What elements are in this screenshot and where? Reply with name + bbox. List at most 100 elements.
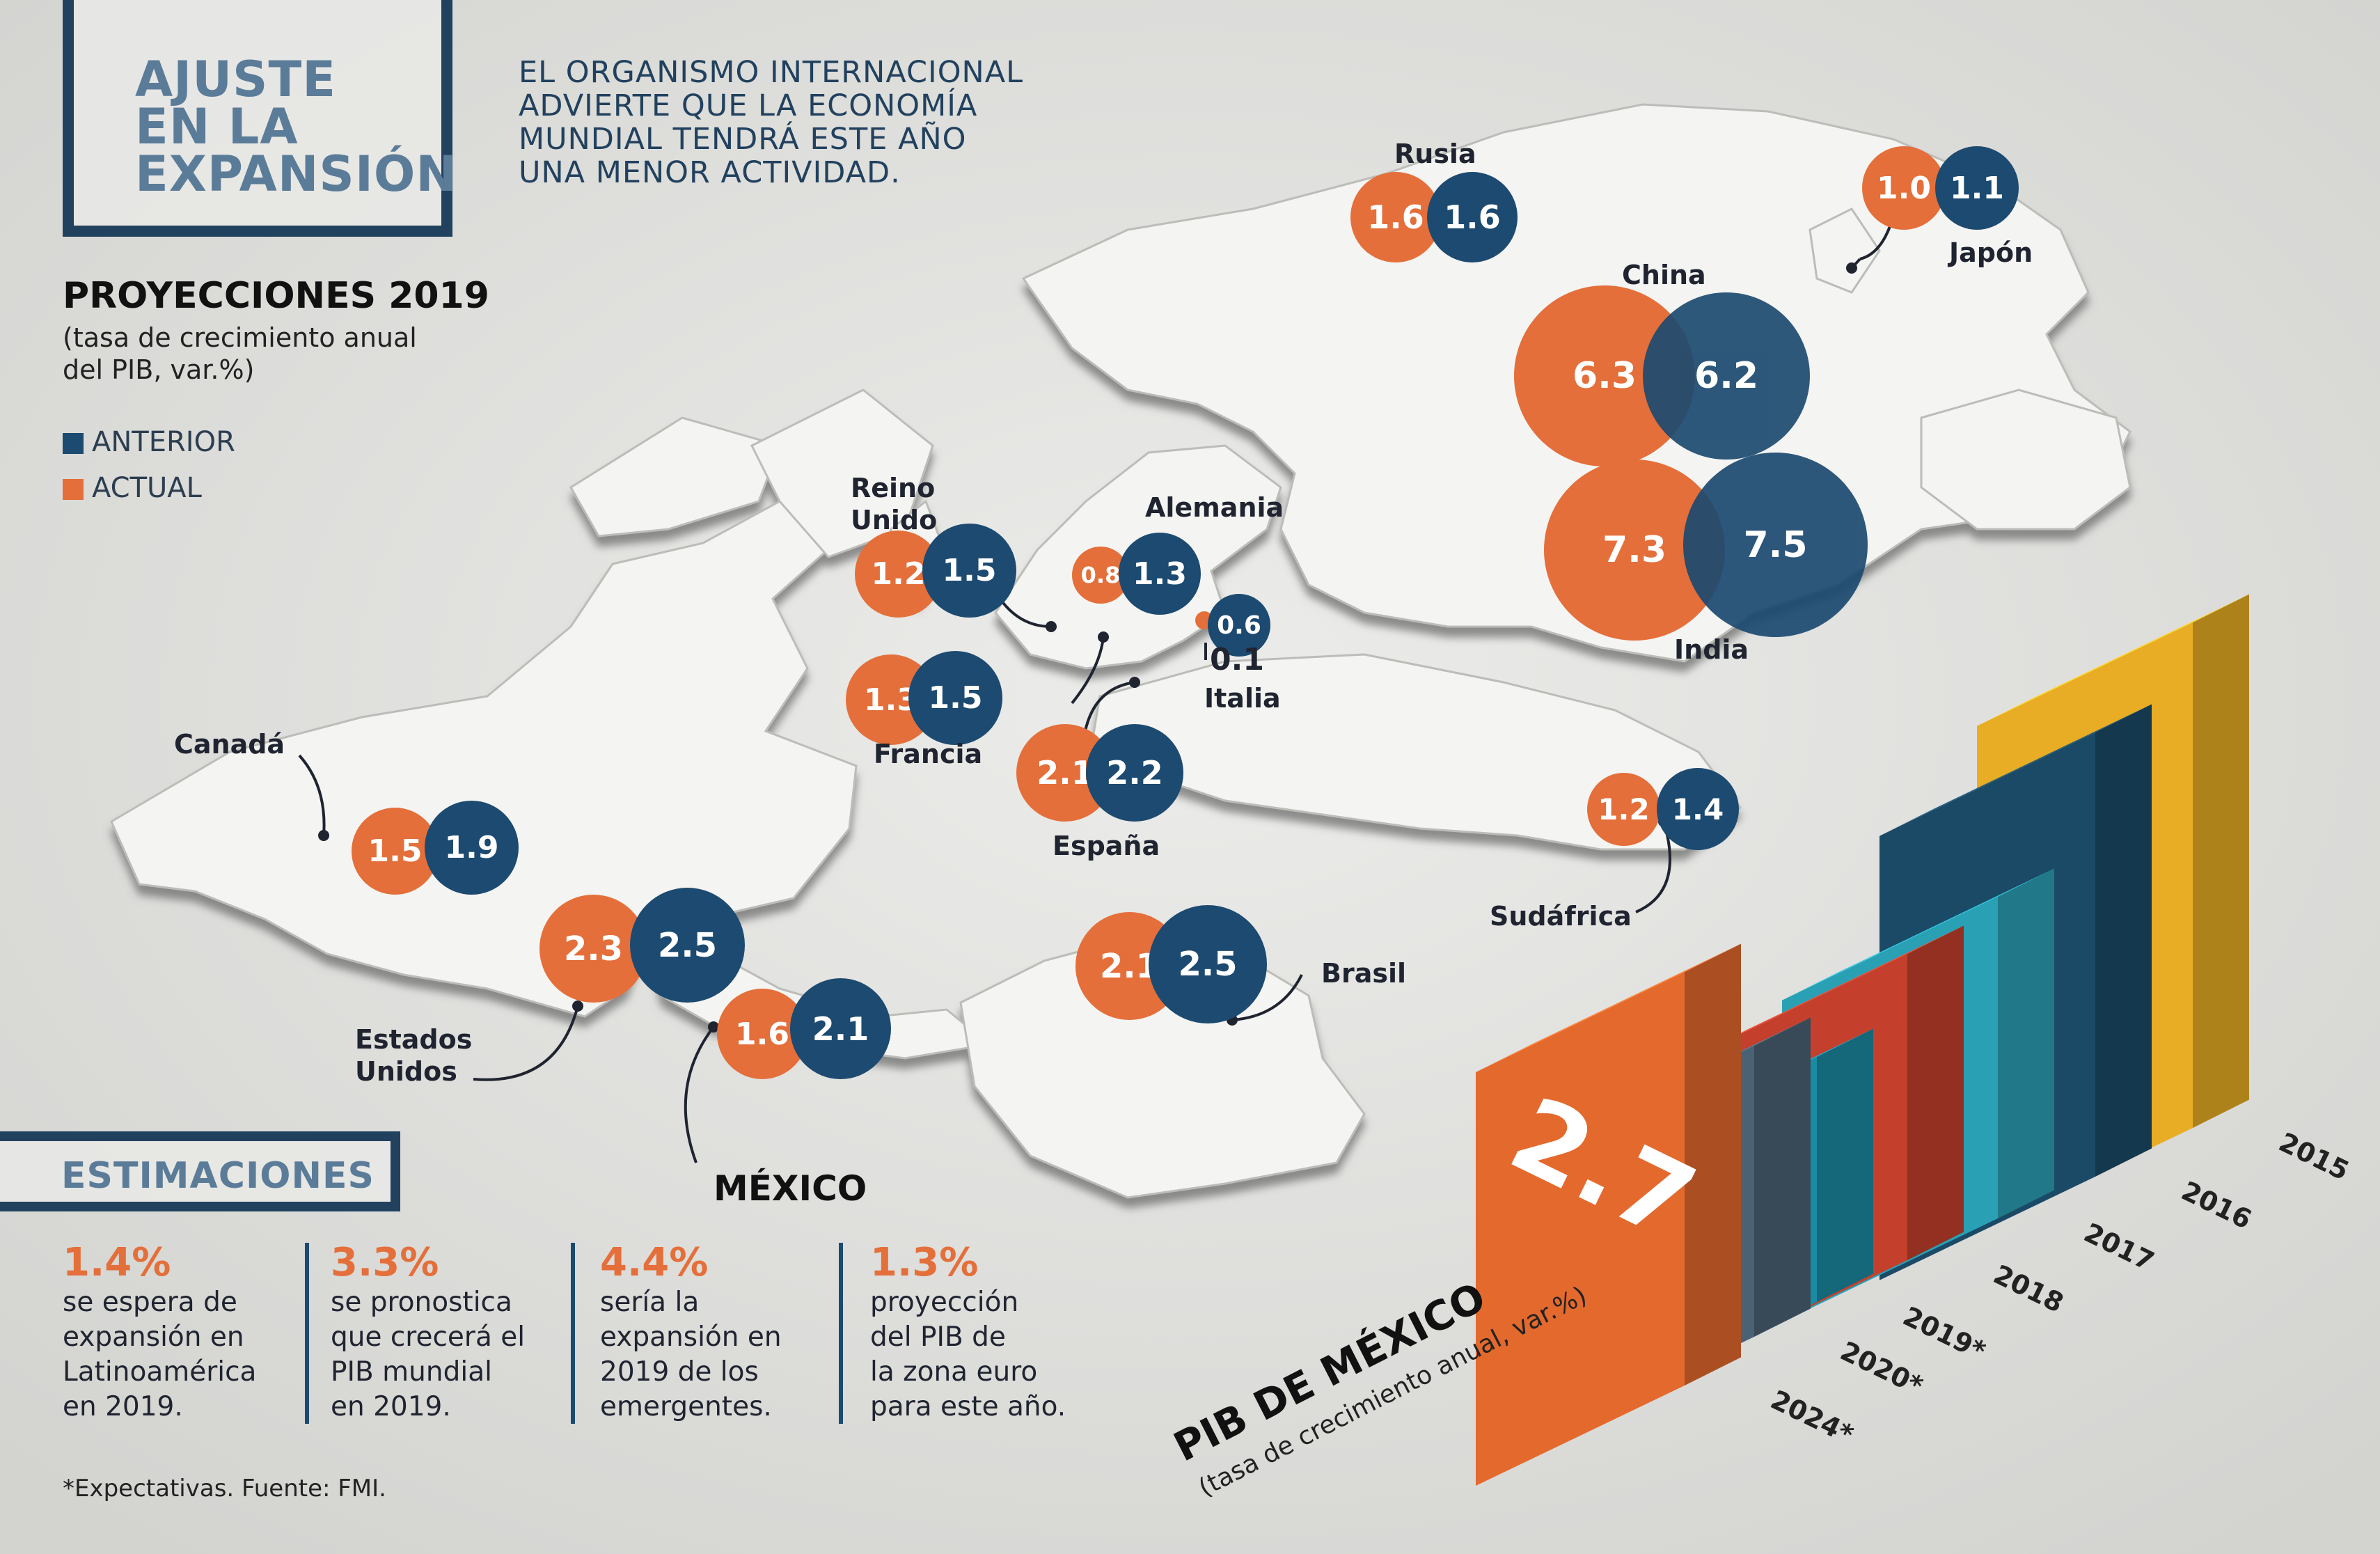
bubble-anterior-japon: 1.1 (1935, 146, 2019, 230)
bar-category-label: 2016 (2177, 1175, 2256, 1235)
bubble-anterior-alemania: 1.3 (1119, 533, 1201, 615)
bubble-actual-sudafrica: 1.2 (1587, 773, 1660, 846)
stat-line: la zona euro (870, 1356, 1038, 1388)
bubble-anterior-reino-unido: 1.5 (922, 524, 1016, 618)
stat-line: en 2019. (63, 1391, 183, 1422)
leader-francia (1071, 636, 1105, 705)
bubble-actual-mexico: 1.6 (717, 989, 807, 1079)
stat-line: para este año. (870, 1391, 1066, 1422)
bar-top (1879, 704, 2152, 836)
stat-line: proyección (870, 1287, 1019, 1318)
bar-category-label: 2018 (1989, 1259, 2068, 1319)
leader-eeuu (473, 1005, 579, 1081)
stat-line: se pronostica (331, 1287, 512, 1318)
country-label-rusia: Rusia (1394, 139, 1476, 169)
stat-line: expansión en (63, 1321, 244, 1353)
stat-pct: 1.4% (63, 1240, 171, 1285)
stat-text: proyección del PIB de la zona euro para … (870, 1285, 1100, 1424)
main-title: AJUSTE EN LA EXPANSIÓN (135, 51, 457, 198)
bar-side (1817, 1028, 1873, 1302)
bar-category-label: 2024* (1766, 1384, 1858, 1450)
value-actual-italia: 0.1 (1210, 642, 1264, 677)
legend-anterior: ANTERIOR (63, 426, 235, 458)
stat-text: sería la expansión en 2019 de los emerge… (600, 1285, 830, 1424)
legend-swatch-actual (63, 479, 84, 500)
bar-category-label: 2020* (1836, 1335, 1928, 1402)
intro-line: EL ORGANISMO INTERNACIONAL (519, 55, 1024, 90)
leader-dot-francia (1098, 631, 1109, 643)
bar-front (1476, 972, 1685, 1486)
estimaciones-title: ESTIMACIONES (61, 1155, 375, 1197)
stat-line: expansión en (600, 1321, 782, 1353)
estimacion-latam: 1.4% se espera de expansión en Latinoamé… (63, 1241, 292, 1424)
leader-japon (1859, 226, 1891, 260)
stat-divider (305, 1243, 309, 1424)
bar-side (1998, 868, 2054, 1218)
country-label-brasil: Brasil (1321, 958, 1407, 989)
country-label-francia: Francia (874, 739, 983, 769)
bubble-anterior-italia: 0.6 (1208, 594, 1270, 657)
title-line: EN LA (135, 98, 299, 155)
stat-text: se espera de expansión en Latinoamérica … (63, 1285, 292, 1424)
estimacion-emergentes: 4.4% sería la expansión en 2019 de los e… (600, 1241, 830, 1424)
stat-line: 2019 de los (600, 1356, 759, 1388)
japan-landmass (1808, 207, 1881, 294)
legend-label: ANTERIOR (92, 426, 235, 458)
stat-line: que crecerá el (331, 1321, 526, 1353)
label-line: Unidos (355, 1056, 457, 1087)
bar-top (1692, 925, 1964, 1058)
stat-divider (839, 1243, 843, 1424)
bubble-anterior-sudafrica: 1.4 (1657, 768, 1739, 850)
stat-text: se pronostica que crecerá el PIB mundial… (331, 1285, 560, 1424)
title-line: AJUSTE (135, 51, 337, 108)
intro-line: UNA MENOR ACTIVIDAD. (519, 155, 901, 190)
subtitle-line: (tasa de crecimiento anual (63, 322, 417, 353)
bar-top (1977, 594, 2249, 726)
estimacion-mundial: 3.3% se pronostica que crecerá el PIB mu… (331, 1241, 560, 1424)
stat-line: emergentes. (600, 1391, 772, 1422)
country-label-espana: España (1053, 831, 1160, 861)
leader-dot-eeuu (572, 1000, 583, 1012)
country-label-italia: Italia (1204, 683, 1281, 714)
projections-title: PROYECCIONES 2019 (63, 275, 489, 317)
estimacion-zona-euro: 1.3% proyección del PIB de la zona euro … (870, 1241, 1100, 1424)
leader-dot-japon (1846, 262, 1857, 274)
intro-line: MUNDIAL TENDRÁ ESTE AÑO (519, 122, 967, 157)
bubble-anterior-francia: 1.5 (908, 651, 1002, 745)
north-america-landmass (110, 500, 858, 1018)
bar-top (1782, 868, 2054, 1000)
stat-pct: 1.3% (870, 1240, 979, 1285)
bar-category-label: 2019* (1898, 1301, 1990, 1367)
country-label-sudafrica: Sudáfrica (1490, 901, 1632, 932)
bubble-anterior-espana: 2.2 (1086, 724, 1183, 822)
country-label-reino-unido: Reino Unido (851, 472, 937, 536)
stat-divider (571, 1243, 575, 1424)
bubble-anterior-brasil: 2.5 (1149, 905, 1267, 1023)
stat-line: Latinoamérica (63, 1356, 257, 1388)
stat-line: PIB mundial (331, 1356, 492, 1388)
leader-canada (298, 754, 326, 836)
bubble-actual-japon: 1.0 (1862, 146, 1946, 230)
label-line: Reino (851, 473, 936, 503)
stat-pct: 4.4% (600, 1240, 709, 1285)
country-label-china: China (1622, 260, 1706, 290)
bubble-anterior-mexico: 2.1 (790, 978, 891, 1079)
bubble-anterior-india: 7.5 (1683, 453, 1868, 637)
stat-line: sería la (600, 1287, 700, 1318)
bubble-anterior-canada: 1.9 (425, 801, 519, 895)
country-label-alemania: Alemania (1145, 492, 1284, 523)
stat-line: del PIB de (870, 1321, 1006, 1353)
africa-landmass (1092, 653, 1742, 851)
estimaciones-box: ESTIMACIONES (0, 1131, 400, 1211)
bubble-anterior-rusia: 1.6 (1427, 172, 1518, 262)
bar-category-label: 2015 (2274, 1127, 2354, 1186)
leader-dot-mexico (708, 1021, 719, 1033)
leader-dot-espana (1129, 677, 1140, 688)
country-label-eeuu: Estados Unidos (355, 1023, 472, 1088)
bubble-anterior-eeuu: 2.5 (630, 888, 745, 1003)
bubble-actual-rusia: 1.6 (1350, 172, 1441, 262)
leader-mexico (684, 1026, 715, 1163)
leader-brasil (1231, 974, 1303, 1021)
